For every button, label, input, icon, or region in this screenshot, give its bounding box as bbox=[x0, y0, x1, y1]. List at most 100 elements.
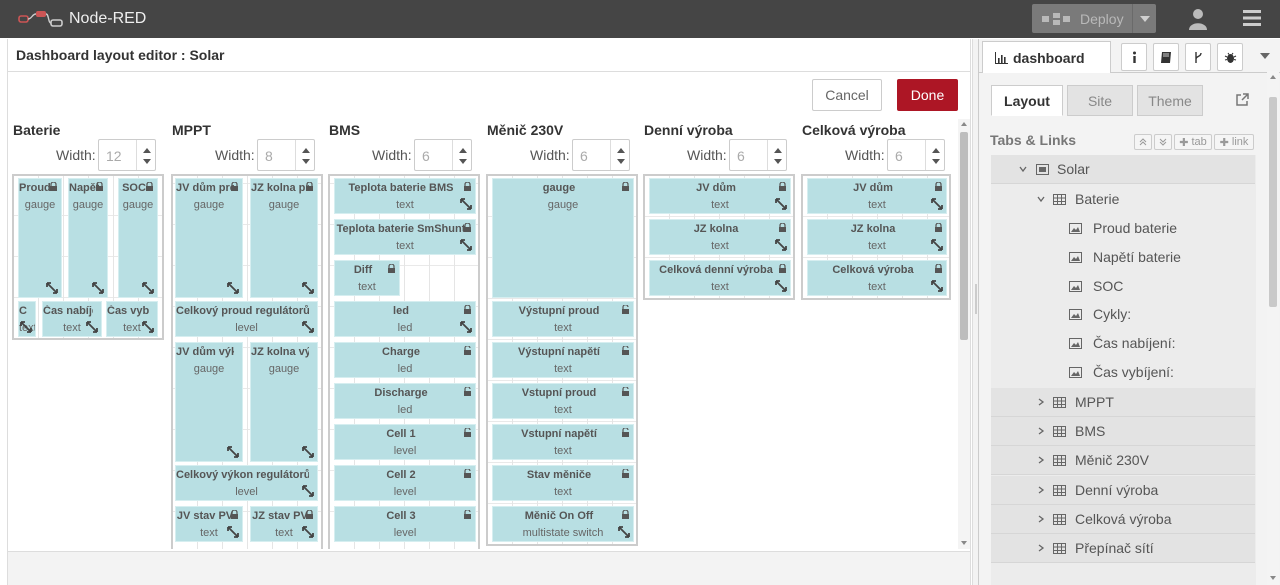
tree-group[interactable]: MPPT bbox=[991, 388, 1255, 417]
unlock-icon[interactable] bbox=[621, 387, 630, 396]
chevron-down-icon[interactable] bbox=[1019, 165, 1027, 173]
tree-widget[interactable]: Cykly: bbox=[991, 300, 1255, 329]
widget-tile[interactable]: JV dům výkon gauge bbox=[175, 342, 243, 462]
deploy-button[interactable]: Deploy bbox=[1032, 4, 1156, 33]
unlock-icon[interactable] bbox=[463, 428, 472, 437]
tab-help[interactable] bbox=[1153, 43, 1179, 71]
lock-icon[interactable] bbox=[621, 182, 630, 191]
widget-tile[interactable]: JZ kolna text bbox=[807, 219, 947, 255]
widget-tile[interactable]: Cell 1 level bbox=[334, 424, 476, 460]
lock-icon[interactable] bbox=[463, 223, 472, 232]
spin-up-icon[interactable] bbox=[302, 148, 310, 153]
widget-tile[interactable]: Vstupní napětí text bbox=[492, 424, 634, 460]
widget-tile[interactable]: Diff text bbox=[334, 260, 400, 296]
unlock-icon[interactable] bbox=[463, 510, 472, 519]
expand-all-button[interactable] bbox=[1154, 134, 1172, 150]
width-spinner[interactable]: 6 bbox=[414, 139, 472, 171]
widget-tile[interactable]: JV dům proud gauge bbox=[175, 178, 243, 298]
widget-tile[interactable]: Čas vybíjení: text bbox=[106, 301, 158, 337]
tree-tab-solar[interactable]: Solar bbox=[991, 155, 1255, 184]
tree-widget[interactable]: Napětí baterie bbox=[991, 243, 1255, 272]
resize-icon[interactable] bbox=[460, 198, 472, 210]
chevron-right-icon[interactable] bbox=[1037, 515, 1045, 523]
editor-scrollbar[interactable] bbox=[958, 119, 970, 549]
tree-group-baterie[interactable]: Baterie bbox=[991, 185, 1255, 214]
widget-tile[interactable]: Charge led bbox=[334, 342, 476, 378]
widget-tile[interactable]: Cell 2 level bbox=[334, 465, 476, 501]
unlock-icon[interactable] bbox=[621, 469, 630, 478]
spin-up-icon[interactable] bbox=[617, 148, 625, 153]
spin-down-icon[interactable] bbox=[932, 159, 940, 164]
lock-icon[interactable] bbox=[230, 182, 239, 191]
lock-icon[interactable] bbox=[95, 182, 104, 191]
resize-icon[interactable] bbox=[931, 280, 943, 292]
tab-debug[interactable] bbox=[1217, 43, 1243, 71]
chevron-down-icon[interactable] bbox=[1037, 195, 1045, 203]
spin-up-icon[interactable] bbox=[143, 148, 151, 153]
widget-tile[interactable]: Celkový proud regulátorů level bbox=[175, 301, 318, 337]
unlock-icon[interactable] bbox=[463, 469, 472, 478]
lock-icon[interactable] bbox=[145, 182, 154, 191]
spin-down-icon[interactable] bbox=[774, 159, 782, 164]
menu-icon[interactable] bbox=[1243, 10, 1261, 26]
resize-icon[interactable] bbox=[227, 446, 239, 458]
widget-tile[interactable]: Měnič On Off multistate switch bbox=[492, 506, 634, 542]
width-spinner[interactable]: 12 bbox=[98, 139, 156, 171]
subtab-site[interactable]: Site bbox=[1067, 85, 1133, 116]
widget-tile[interactable]: Stav měniče text bbox=[492, 465, 634, 501]
tree-widget[interactable]: Čas vybíjení: bbox=[991, 358, 1255, 387]
widget-tile[interactable]: JZ kolna text bbox=[649, 219, 791, 255]
resize-icon[interactable] bbox=[142, 321, 154, 333]
lock-icon[interactable] bbox=[621, 510, 630, 519]
sidebar-splitter[interactable] bbox=[972, 39, 978, 585]
resize-icon[interactable] bbox=[302, 282, 314, 294]
widget-tile[interactable]: Výstupní proud text bbox=[492, 301, 634, 337]
lock-icon[interactable] bbox=[934, 264, 943, 273]
spin-down-icon[interactable] bbox=[143, 159, 151, 164]
resize-icon[interactable] bbox=[302, 485, 314, 497]
tree-group[interactable]: Celková výroba bbox=[991, 505, 1255, 534]
tree-widget[interactable]: Proud baterie bbox=[991, 214, 1255, 243]
unlock-icon[interactable] bbox=[621, 305, 630, 314]
scroll-up-icon[interactable] bbox=[961, 122, 967, 126]
lock-icon[interactable] bbox=[934, 182, 943, 191]
chevron-right-icon[interactable] bbox=[1037, 398, 1045, 406]
resize-icon[interactable] bbox=[775, 198, 787, 210]
widget-tile[interactable]: Celkový výkon regulátorů level bbox=[175, 465, 318, 501]
done-button[interactable]: Done bbox=[897, 79, 958, 111]
sidebar-menu-caret-icon[interactable] bbox=[1260, 53, 1270, 59]
width-spinner[interactable]: 6 bbox=[572, 139, 630, 171]
resize-icon[interactable] bbox=[775, 239, 787, 251]
tree-group[interactable]: Přepínač sítí bbox=[991, 534, 1255, 563]
user-icon[interactable] bbox=[1188, 8, 1208, 30]
scroll-thumb[interactable] bbox=[1269, 97, 1277, 307]
collapse-all-button[interactable] bbox=[1134, 134, 1152, 150]
chevron-right-icon[interactable] bbox=[1037, 544, 1045, 552]
spin-down-icon[interactable] bbox=[617, 159, 625, 164]
scroll-down-icon[interactable] bbox=[1270, 576, 1276, 580]
scroll-up-icon[interactable] bbox=[1270, 75, 1276, 79]
unlock-icon[interactable] bbox=[463, 346, 472, 355]
resize-icon[interactable] bbox=[86, 321, 98, 333]
tab-context[interactable] bbox=[1185, 43, 1211, 71]
tree-widget[interactable]: Čas nabíjení: bbox=[991, 329, 1255, 358]
open-external-icon[interactable] bbox=[1235, 93, 1249, 107]
lock-icon[interactable] bbox=[230, 510, 239, 519]
lock-icon[interactable] bbox=[463, 305, 472, 314]
resize-icon[interactable] bbox=[20, 321, 32, 333]
widget-tile[interactable]: Čas nabíjení: text bbox=[42, 301, 102, 337]
widget-tile[interactable]: JV dům text bbox=[649, 178, 791, 214]
widget-tile[interactable]: Celková denní výroba text bbox=[649, 260, 791, 296]
tab-dashboard[interactable]: dashboard bbox=[982, 41, 1111, 73]
spin-down-icon[interactable] bbox=[302, 159, 310, 164]
resize-icon[interactable] bbox=[460, 239, 472, 251]
widget-tile[interactable]: Discharge led bbox=[334, 383, 476, 419]
lock-icon[interactable] bbox=[778, 223, 787, 232]
widget-tile[interactable]: Celková výroba text bbox=[807, 260, 947, 296]
widget-tile[interactable]: JV dům text bbox=[807, 178, 947, 214]
resize-icon[interactable] bbox=[302, 526, 314, 538]
add-tab-button[interactable]: ✚ tab bbox=[1174, 134, 1212, 150]
unlock-icon[interactable] bbox=[463, 387, 472, 396]
scroll-thumb[interactable] bbox=[960, 132, 968, 340]
widget-tile[interactable]: JZ kolna proud gauge bbox=[250, 178, 318, 298]
